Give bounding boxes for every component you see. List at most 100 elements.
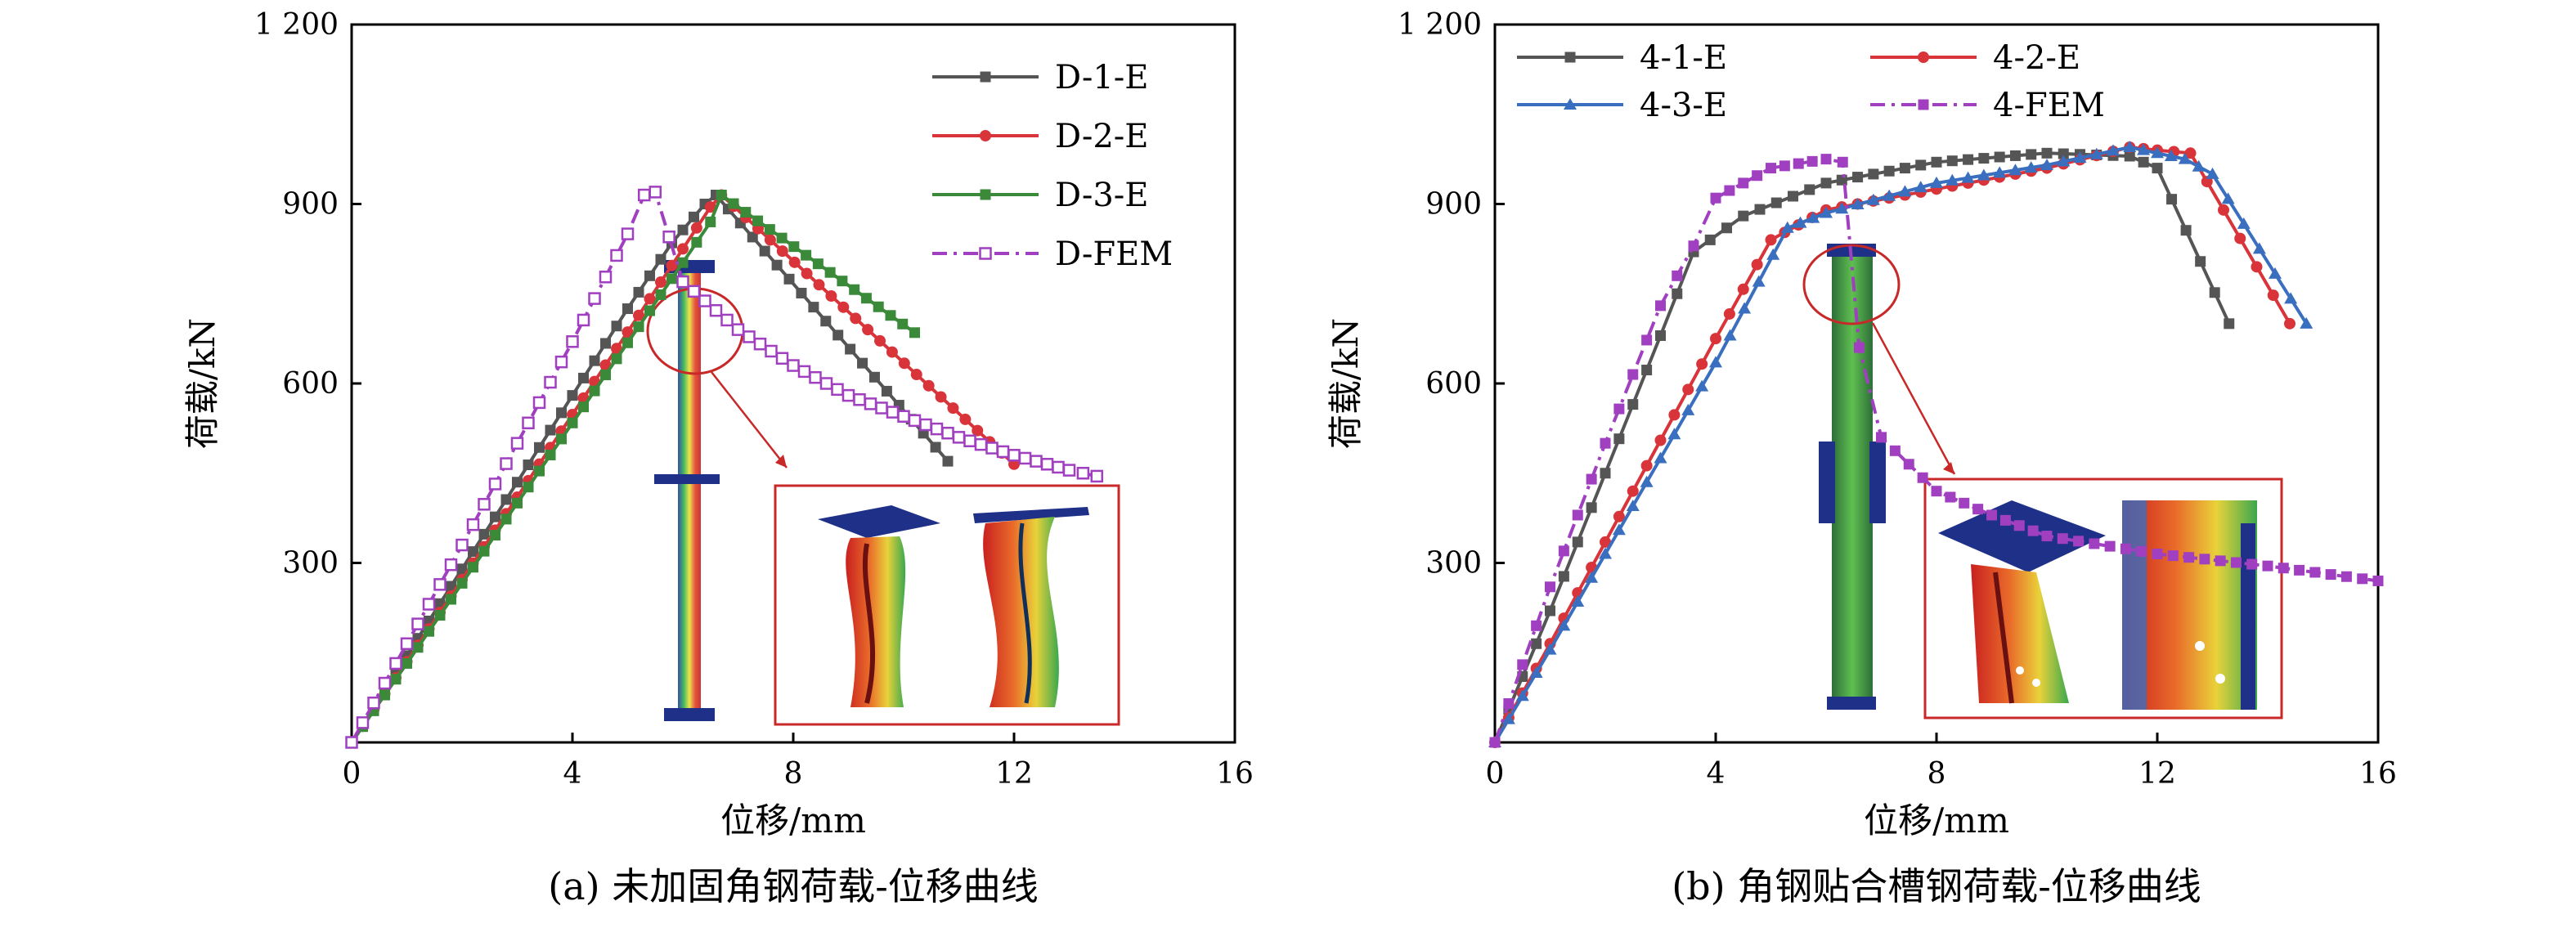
y-tick-label: 1 200 xyxy=(1398,8,1482,42)
point-D-2-E xyxy=(622,326,634,338)
point-4-FEM xyxy=(2013,520,2025,531)
point-4-3-E xyxy=(2073,151,2087,164)
point-D-3-E xyxy=(728,198,739,209)
point-4-3-E xyxy=(1681,403,1695,415)
point-4-3-E xyxy=(2269,267,2282,279)
point-4-2-E xyxy=(1600,536,1611,548)
point-D-2-E xyxy=(837,301,850,313)
point-D-FEM xyxy=(797,365,811,379)
point-D-2-E xyxy=(666,259,678,271)
point-D-3-E xyxy=(402,657,412,669)
point-4-2-E xyxy=(1640,460,1653,472)
point-4-1-E xyxy=(2124,150,2135,162)
point-4-2-E xyxy=(2267,289,2279,302)
point-D-3-E xyxy=(873,301,884,312)
point-D-FEM xyxy=(488,477,502,491)
point-4-1-E xyxy=(2152,163,2163,174)
point-4-FEM xyxy=(1889,445,1901,456)
point-D-1-E xyxy=(534,442,545,453)
point-4-1-E xyxy=(1545,605,1555,616)
point-D-1-E xyxy=(845,343,856,355)
point-D-FEM xyxy=(422,598,436,611)
axes-b: 0 4 8 12 16 300 600 900 1 200 xyxy=(1398,8,2397,791)
point-D-FEM xyxy=(753,337,767,351)
point-4-FEM xyxy=(2278,563,2289,574)
point-D-1-E xyxy=(578,372,589,383)
legend-marker xyxy=(1918,52,1929,63)
point-D-3-E xyxy=(801,249,812,261)
legend-marker xyxy=(1564,52,1576,63)
point-4-1-E xyxy=(1627,399,1639,410)
point-D-1-E xyxy=(655,253,666,265)
point-4-FEM xyxy=(2372,575,2384,586)
point-4-1-E xyxy=(1704,234,1716,245)
point-4-FEM xyxy=(1503,697,1515,709)
point-D-FEM xyxy=(356,716,370,729)
point-D-3-E xyxy=(788,241,800,253)
point-4-3-E xyxy=(1667,428,1681,440)
point-4-1-E xyxy=(2009,150,2021,161)
point-D-FEM xyxy=(456,538,469,552)
point-D-3-E xyxy=(589,385,600,397)
point-D-FEM xyxy=(532,396,546,410)
legend-marker xyxy=(980,189,991,200)
point-D-FEM xyxy=(841,388,855,402)
point-D-FEM xyxy=(1052,460,1065,474)
point-4-FEM xyxy=(2230,557,2242,568)
point-D-2-E xyxy=(825,289,837,302)
point-4-FEM xyxy=(2183,552,2195,563)
point-D-3-E xyxy=(677,257,689,268)
point-D-FEM xyxy=(831,383,844,397)
x-tick-label: 0 xyxy=(1486,757,1505,791)
series-4-FEM xyxy=(1489,154,2384,748)
point-D-3-E xyxy=(478,545,490,557)
point-D-FEM xyxy=(765,344,778,358)
point-D-3-E xyxy=(776,232,788,244)
y-axis-label-b: 荷载/kN xyxy=(1326,318,1366,449)
point-D-FEM xyxy=(709,303,723,317)
point-D-2-E xyxy=(764,234,776,246)
series-layer-a xyxy=(345,186,1103,749)
series-4-3-E xyxy=(1488,140,2313,747)
x-axis-label-b: 位移/mm xyxy=(1864,800,2009,841)
point-4-1-E xyxy=(1572,536,1583,548)
point-D-FEM xyxy=(621,227,635,240)
point-4-FEM xyxy=(1972,504,1984,515)
y-tick-label: 600 xyxy=(282,367,339,401)
point-4-FEM xyxy=(1820,154,1832,165)
point-4-FEM xyxy=(1586,473,1597,485)
point-4-3-E xyxy=(2024,161,2038,173)
point-D-1-E xyxy=(783,273,795,285)
point-4-FEM xyxy=(2152,549,2163,560)
point-4-2-E xyxy=(2251,261,2263,273)
point-D-FEM xyxy=(974,437,988,451)
point-D-FEM xyxy=(908,414,922,428)
point-D-2-E xyxy=(801,267,813,280)
point-4-FEM xyxy=(1688,240,1699,252)
point-4-1-E xyxy=(1558,571,1569,582)
point-D-3-E xyxy=(644,305,655,316)
caption-b: (b) 角钢贴合槽钢荷载-位移曲线 xyxy=(1672,864,2201,908)
point-4-FEM xyxy=(2340,571,2352,582)
legend-label: D-2-E xyxy=(1055,118,1149,155)
point-4-FEM xyxy=(1793,158,1804,169)
x-tick-label: 12 xyxy=(995,757,1033,791)
point-4-3-E xyxy=(2252,242,2266,254)
point-4-FEM xyxy=(2199,554,2210,565)
point-4-2-E xyxy=(1765,234,1777,246)
y-tick-label: 300 xyxy=(282,547,339,581)
series-4-1-E xyxy=(1489,147,2235,748)
legend-label: D-FEM xyxy=(1055,235,1173,273)
point-D-FEM xyxy=(731,323,745,336)
point-4-FEM xyxy=(1945,491,1956,503)
point-4-3-E xyxy=(1695,379,1709,392)
point-D-FEM xyxy=(444,558,458,572)
point-4-2-E xyxy=(2218,204,2229,216)
point-D-1-E xyxy=(677,224,689,235)
point-D-1-E xyxy=(622,303,633,315)
point-4-3-E xyxy=(1515,689,1529,702)
point-D-FEM xyxy=(367,696,380,710)
point-D-FEM xyxy=(720,313,734,327)
legend-label: D-1-E xyxy=(1055,59,1149,96)
